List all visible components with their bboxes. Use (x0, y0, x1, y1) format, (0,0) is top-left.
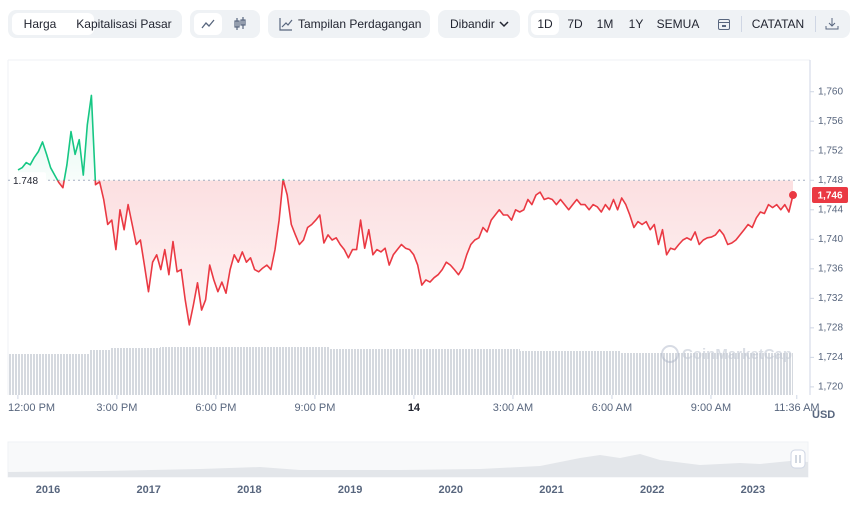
trading-view-button-bg (268, 10, 430, 38)
notes-button[interactable]: CATATAN (751, 17, 805, 31)
baseline-label-bg (10, 172, 46, 189)
volume-bars (8, 347, 793, 395)
trading-view-button[interactable]: Tampilan Perdagangan (298, 17, 422, 31)
selected-pill (194, 13, 222, 35)
x-tick-label: 11:36 AM (774, 402, 820, 414)
watermark-logo (661, 345, 679, 363)
y-tick-label: 1,752 (818, 145, 843, 156)
navigator-year: 2018 (237, 484, 261, 496)
y-tick-label: 1,744 (818, 204, 843, 215)
range-button[interactable]: 1M (596, 17, 614, 31)
calendar-icon[interactable] (716, 16, 732, 32)
baseline-label: 1.748 (13, 176, 38, 187)
x-tick-label: 3:00 AM (493, 402, 533, 414)
navigator-year: 2020 (439, 484, 463, 496)
navigator-year: 2021 (539, 484, 563, 496)
unit-label: USD (812, 409, 835, 421)
x-tick-label: 14 (408, 402, 421, 414)
navigator-area (8, 454, 808, 477)
range-button[interactable]: 1Y (628, 17, 644, 31)
y-tick-label: 1,720 (818, 382, 843, 393)
navigator-year: 2022 (640, 484, 664, 496)
trading-icon (279, 18, 293, 31)
selected-pill (531, 13, 559, 35)
range-toggle (528, 10, 850, 38)
y-tick-label: 1,748 (818, 175, 843, 186)
last-price-label: 1,746 (817, 191, 842, 202)
navigator-year: 2019 (338, 484, 362, 496)
x-tick-label: 12:00 PM (8, 402, 55, 414)
range-button[interactable]: 7D (567, 17, 583, 31)
range-button[interactable]: SEMUA (656, 17, 700, 31)
x-tick-label: 6:00 AM (592, 402, 632, 414)
navigator-handle[interactable] (790, 449, 806, 469)
navigator-year: 2017 (136, 484, 160, 496)
view-button[interactable]: Harga (23, 17, 57, 31)
selected-pill (12, 13, 94, 35)
y-tick-label: 1,740 (818, 234, 843, 245)
chart-type-icons[interactable] (194, 13, 256, 35)
view-button[interactable]: Kapitalisasi Pasar (76, 17, 172, 31)
navigator-year: 2016 (36, 484, 60, 496)
y-tick-label: 1,736 (818, 263, 843, 274)
last-point (789, 191, 797, 200)
x-tick-label: 9:00 PM (294, 402, 335, 414)
x-tick-label: 9:00 AM (691, 402, 731, 414)
price-area (18, 95, 793, 325)
download-icon[interactable] (824, 16, 840, 32)
chevron (499, 21, 509, 28)
y-tick-label: 1,760 (818, 86, 843, 97)
y-tick-label: 1,732 (818, 293, 843, 304)
compare-button[interactable]: Dibandir (450, 17, 495, 31)
y-tick-label: 1,728 (818, 322, 843, 333)
watermark: CoinMarketCap (682, 346, 792, 363)
last-price-bg (812, 187, 848, 204)
x-tick-label: 6:00 PM (195, 402, 236, 414)
y-tick-label: 1,724 (818, 352, 843, 363)
divider (815, 16, 816, 32)
x-tick-label: 3:00 PM (96, 402, 137, 414)
price-line (17, 94, 794, 326)
range-button[interactable]: 1D (537, 17, 553, 31)
navigator-year: 2023 (741, 484, 765, 496)
y-tick-label: 1,756 (818, 116, 843, 127)
divider (741, 16, 742, 32)
